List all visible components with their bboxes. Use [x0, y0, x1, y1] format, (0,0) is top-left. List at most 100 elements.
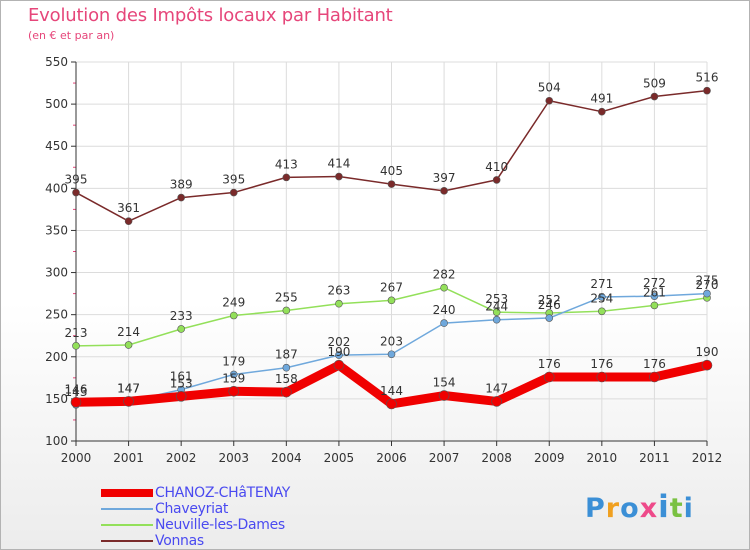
data-label: 176 [590, 357, 613, 371]
data-label: 176 [643, 357, 666, 371]
x-tick-label: 2007 [429, 451, 460, 465]
data-label: 153 [170, 376, 193, 390]
y-tick-label: 300 [45, 266, 68, 280]
data-point [282, 306, 291, 315]
axes: 100 150 200 250 300 350 400 450 500 550 2000 2001 20… [45, 55, 722, 465]
data-point [387, 350, 396, 359]
data-point [440, 283, 448, 292]
data-point [649, 371, 660, 383]
data-label: 272 [643, 276, 666, 290]
data-point [598, 107, 606, 116]
data-point [703, 86, 711, 95]
data-label: 252 [538, 293, 561, 307]
data-point [229, 311, 238, 320]
data-point [70, 396, 82, 408]
data-label: 389 [170, 178, 193, 192]
data-point [177, 325, 185, 333]
data-label: 267 [380, 280, 403, 294]
data-label: 146 [65, 382, 88, 396]
data-point [229, 370, 238, 379]
data-label: 147 [117, 381, 140, 395]
data-label: 282 [433, 268, 456, 282]
series [70, 86, 713, 410]
x-tick-label: 2010 [587, 451, 618, 465]
y-tick-label: 350 [45, 223, 68, 237]
x-tick-label: 2000 [61, 451, 92, 465]
data-point [175, 391, 187, 402]
series-3 [72, 86, 711, 225]
y-tick-label: 500 [45, 97, 68, 111]
data-label: 240 [433, 303, 456, 317]
data-label: 158 [275, 372, 298, 386]
data-point [492, 176, 501, 184]
legend-label: Neuville-les-Dames [155, 517, 285, 533]
data-label: 253 [485, 292, 508, 306]
x-tick-label: 2012 [692, 451, 723, 465]
data-label: 246 [538, 298, 561, 312]
y-tick-label: 450 [45, 139, 68, 153]
data-label: 154 [433, 376, 456, 390]
data-point [387, 296, 396, 305]
data-label: 147 [485, 381, 508, 395]
data-point [703, 289, 711, 298]
data-label: 509 [643, 77, 666, 91]
data-point [72, 342, 80, 350]
data-label: 202 [327, 335, 350, 349]
data-label: 397 [433, 171, 456, 185]
x-tick-label: 2001 [113, 451, 144, 465]
data-point [598, 293, 606, 301]
x-tick-label: 2005 [324, 451, 355, 465]
data-label: 413 [275, 157, 298, 171]
data-label: 159 [222, 371, 245, 385]
legend-label: Vonnas [155, 533, 204, 549]
data-point [492, 315, 501, 324]
data-point [650, 301, 659, 310]
y-tick-label: 400 [45, 181, 68, 195]
x-tick-label: 2004 [271, 451, 302, 465]
legend-swatch [101, 489, 153, 497]
logo-letter: i [683, 493, 694, 524]
data-point [701, 359, 713, 371]
series-1 [72, 289, 711, 409]
data-label: 176 [538, 357, 561, 371]
data-label: 190 [696, 345, 719, 359]
x-tick-label: 2003 [218, 451, 249, 465]
legend-swatch [101, 540, 153, 542]
data-label: 179 [222, 354, 245, 368]
data-label: 410 [485, 160, 508, 174]
data-point [177, 193, 185, 202]
chart-subtitle: (en € et par an) [28, 29, 115, 42]
x-tick-label: 2002 [166, 451, 197, 465]
data-point [387, 180, 396, 188]
data-point [545, 96, 554, 105]
y-tick-label: 200 [45, 350, 68, 364]
data-label: 147 [117, 381, 140, 395]
data-point [281, 386, 292, 398]
data-point [335, 299, 343, 308]
data-label: 233 [170, 309, 193, 323]
data-point [650, 92, 659, 101]
data-point [72, 188, 80, 197]
logo-letter: t [669, 493, 684, 524]
data-label: 271 [590, 277, 613, 291]
data-point [335, 351, 343, 359]
data-label: 516 [696, 71, 719, 85]
data-point [124, 341, 133, 349]
data-point [123, 396, 134, 407]
series-2 [72, 283, 711, 350]
data-point [440, 187, 448, 195]
x-tick-label: 2008 [481, 451, 512, 465]
data-label: 395 [65, 173, 88, 187]
data-label: 144 [380, 384, 403, 398]
data-label: 187 [275, 348, 298, 362]
y-tick-label: 150 [45, 392, 68, 406]
data-point [335, 172, 343, 181]
series-0 [70, 359, 713, 410]
data-point [282, 363, 291, 372]
data-point [386, 398, 397, 410]
data-point [438, 390, 450, 401]
data-point [650, 292, 659, 300]
data-point [491, 396, 502, 407]
data-label: 395 [222, 173, 245, 187]
